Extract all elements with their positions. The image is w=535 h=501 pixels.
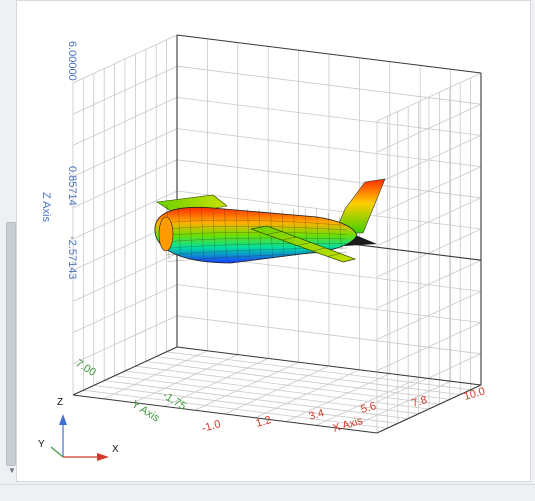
left-wall-grid-line xyxy=(72,128,178,177)
left-wall-grid-line xyxy=(72,34,178,84)
plot-panel[interactable]: 6.00000 0.85714 -2.57143 7.00 -1.75 -1.0 1.2 3.… xyxy=(16,0,531,482)
wing-mesh-line xyxy=(266,231,282,235)
fuselage-mesh-line xyxy=(224,208,227,260)
fuselage-mesh-line xyxy=(167,219,348,226)
z-tick-label: 6.00000 xyxy=(66,41,78,81)
fuselage-mesh-line xyxy=(339,216,342,251)
right-wall-grid-line xyxy=(376,135,482,184)
left-wall-grid-line xyxy=(72,159,178,209)
floor-grid-line xyxy=(93,385,398,424)
fuselage-mesh-line xyxy=(164,243,348,249)
plane-shape xyxy=(154,178,386,264)
vertical-scrollbar[interactable]: ▼ xyxy=(2,0,17,480)
wing-mesh-line xyxy=(327,253,341,257)
right-wall-grid-line xyxy=(376,197,482,247)
back-wall-grid-line xyxy=(176,159,482,199)
frame-edge xyxy=(376,384,482,434)
scroll-down-arrow-icon[interactable]: ▼ xyxy=(8,466,16,475)
fuselage-mesh-line xyxy=(235,208,239,260)
fuselage-mesh-line xyxy=(189,208,193,260)
status-strip xyxy=(0,484,535,501)
right-wall-grid-line xyxy=(376,228,482,278)
back-wall-grid-line xyxy=(176,65,482,105)
fuselage-mesh-line xyxy=(212,208,216,260)
x-tick-label: 3.4 xyxy=(308,407,326,423)
frame-edge xyxy=(176,346,482,386)
x-tick-label: 10.0 xyxy=(463,385,487,402)
triad-z-arrowhead xyxy=(59,414,67,425)
triad-y-axis xyxy=(50,446,64,458)
left-wall-grid-line xyxy=(72,97,178,146)
y-axis-label: Y Axis xyxy=(129,398,162,425)
floor-grid-line xyxy=(124,370,430,410)
fuselage-mesh-line xyxy=(201,208,204,260)
scrollbar-thumb[interactable] xyxy=(6,222,16,466)
frame-edge xyxy=(72,394,378,434)
z-tick-label: -2.57143 xyxy=(66,236,78,279)
frame-edge xyxy=(176,34,482,74)
wing-mesh-line xyxy=(296,242,312,246)
triad-y-label: Y xyxy=(38,439,45,450)
x-tick-label: 1.2 xyxy=(255,414,273,430)
fuselage-mesh-line xyxy=(247,208,250,260)
floor-grid-line xyxy=(316,377,421,426)
fuselage-mesh-line xyxy=(162,237,348,243)
fuselage-mesh-line xyxy=(327,212,331,252)
right-wall-grid-line xyxy=(376,103,482,153)
left-wall-grid-line xyxy=(72,65,178,115)
floor-grid-line xyxy=(114,375,419,415)
orientation-triad: Z X Y xyxy=(38,397,119,461)
nose-cap xyxy=(158,216,174,252)
floor-grid-line xyxy=(83,389,388,429)
fuselage-mesh-line xyxy=(165,226,348,231)
left-wall-grid-line xyxy=(72,190,178,240)
wing-mesh-line xyxy=(312,247,326,252)
back-wall-grid-line xyxy=(176,97,482,136)
fuselage-mesh-line xyxy=(293,208,296,256)
floor-grid-line xyxy=(285,373,390,422)
fuselage-mesh-line xyxy=(164,232,348,236)
back-wall-grid-line xyxy=(176,128,482,167)
fuselage-mesh-line xyxy=(178,206,181,260)
x-tick-label: 5.6 xyxy=(360,400,378,416)
x-tick-label: 7.8 xyxy=(411,394,429,410)
triad-x-arrowhead xyxy=(97,453,109,461)
back-wall-grid-line xyxy=(176,190,482,230)
floor-grid-line xyxy=(255,369,360,419)
wing-mesh-line xyxy=(281,236,297,241)
z-tick-label: 0.85714 xyxy=(66,166,78,206)
x-tick-label: -1.0 xyxy=(201,418,223,435)
x-axis-label: X Axis xyxy=(332,415,365,435)
z-axis-label: Z Axis xyxy=(40,192,52,222)
y-tick-label: 7.00 xyxy=(73,357,98,379)
floor-grid-line xyxy=(104,380,409,419)
right-wall-grid-line xyxy=(376,72,482,122)
floor-grid-line xyxy=(346,380,451,430)
right-wall-grid-line xyxy=(376,166,482,215)
frame-edge xyxy=(72,346,178,396)
fuselage-mesh-line xyxy=(258,208,262,260)
triad-z-label: Z xyxy=(57,397,63,408)
triad-x-label: X xyxy=(112,444,119,455)
